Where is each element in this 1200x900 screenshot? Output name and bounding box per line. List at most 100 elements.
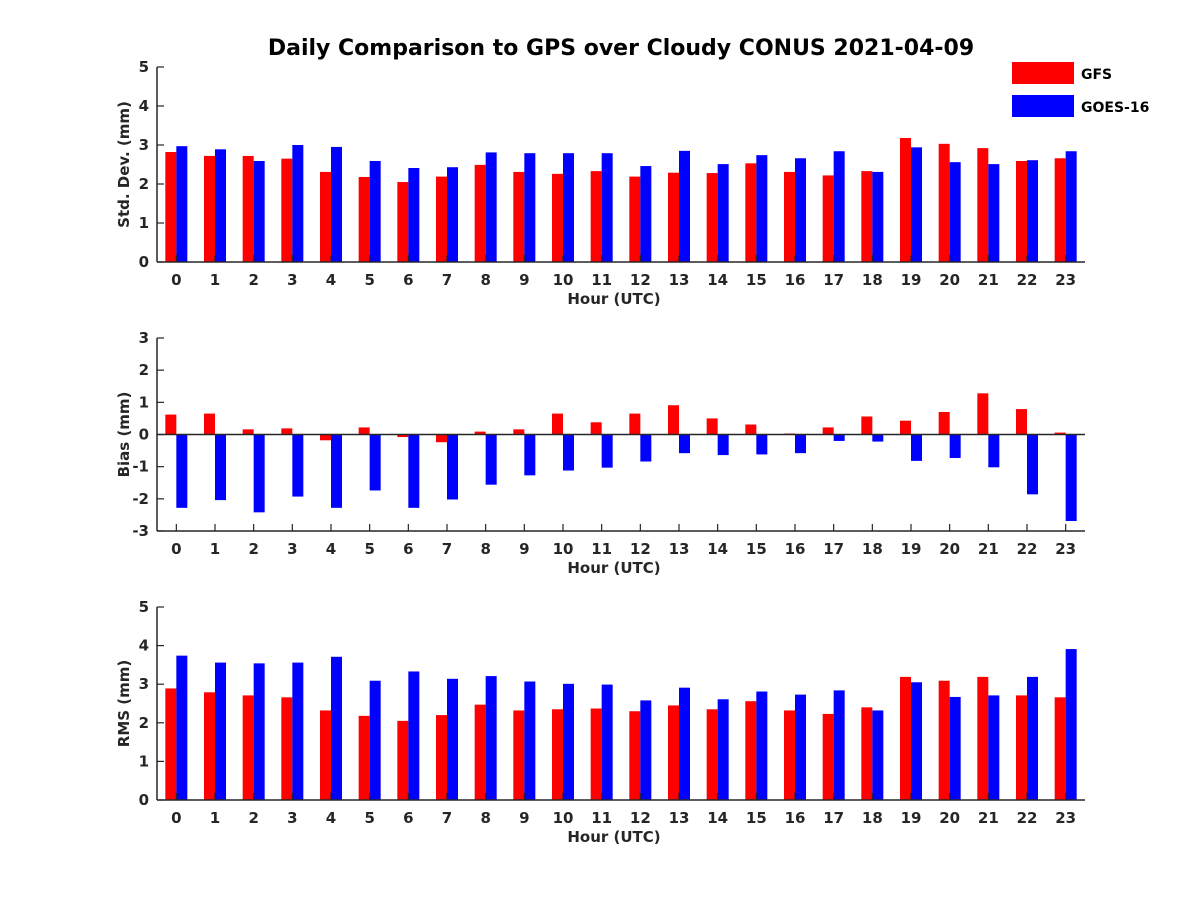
bar-gfs-hour-21 [977,148,989,262]
bar-goes16-hour-8 [485,152,497,262]
bar-goes16-hour-0 [176,655,188,800]
bar-goes16-hour-4 [331,434,342,508]
bar-goes16-hour-19 [911,147,922,262]
bar-gfs-hour-1 [204,413,215,435]
bar-goes16-hour-8 [485,676,497,800]
y-tick-label: 2 [139,714,149,732]
x-tick-label: 20 [939,809,960,827]
bar-goes16-hour-12 [640,166,652,262]
x-tick-label: 20 [939,540,960,558]
bar-goes16-hour-3 [292,434,304,497]
bar-goes16-hour-23 [1065,151,1077,262]
y-tick-label: -2 [132,490,149,508]
x-tick-label: 9 [519,271,529,289]
bar-gfs-hour-2 [242,429,254,435]
x-axis-label: Hour (UTC) [567,828,660,846]
y-tick-label: 2 [139,175,149,193]
bar-gfs-hour-15 [745,701,757,800]
y-tick-label: 0 [139,253,149,271]
bar-gfs-hour-11 [590,708,602,800]
x-tick-label: 4 [326,809,336,827]
x-axis-label: Hour (UTC) [567,559,660,577]
x-tick-label: 3 [287,271,297,289]
x-tick-label: 17 [823,540,844,558]
bar-goes16-hour-7 [447,167,458,262]
bar-goes16-hour-21 [988,164,1000,262]
x-tick-label: 17 [823,809,844,827]
bar-gfs-hour-23 [1054,158,1066,262]
x-tick-label: 16 [785,271,806,289]
y-tick-label: 0 [139,791,149,809]
bar-gfs-hour-14 [706,418,718,435]
bar-gfs-hour-17 [822,427,834,435]
bar-goes16-hour-22 [1027,434,1038,495]
bar-gfs-hour-13 [668,172,679,262]
x-tick-label: 15 [746,809,767,827]
x-tick-label: 12 [630,271,651,289]
bar-gfs-hour-5 [358,176,370,262]
x-tick-label: 11 [591,540,612,558]
x-tick-label: 12 [630,809,651,827]
x-tick-label: 4 [326,540,336,558]
y-tick-label: 1 [139,214,149,232]
x-tick-label: 22 [1017,809,1038,827]
x-tick-label: 0 [171,540,181,558]
bar-gfs-hour-18 [861,171,873,262]
x-tick-label: 6 [403,809,413,827]
bar-gfs-hour-16 [784,171,795,262]
bar-goes16-hour-18 [872,710,884,800]
bar-gfs-hour-9 [513,429,525,435]
bar-goes16-hour-10 [563,434,574,471]
x-tick-label: 17 [823,271,844,289]
bar-gfs-hour-9 [513,171,525,262]
bar-goes16-hour-20 [949,434,961,458]
bar-goes16-hour-17 [833,151,845,262]
x-axis-label: Hour (UTC) [567,290,660,308]
bar-goes16-hour-23 [1065,649,1077,800]
x-tick-label: 4 [326,271,336,289]
bar-gfs-hour-13 [668,405,679,435]
bar-goes16-hour-17 [833,434,845,441]
bar-gfs-hour-21 [977,393,989,435]
bar-goes16-hour-1 [215,434,226,501]
x-tick-label: 7 [442,809,452,827]
x-tick-label: 11 [591,271,612,289]
bar-goes16-hour-3 [292,662,304,800]
x-tick-label: 19 [901,271,922,289]
bar-goes16-hour-16 [795,158,806,262]
bar-goes16-hour-12 [640,434,652,462]
bar-gfs-hour-8 [474,431,486,435]
bar-gfs-hour-5 [358,427,370,435]
bar-gfs-hour-6 [397,434,409,438]
bar-goes16-hour-10 [563,153,574,262]
x-tick-label: 8 [480,809,490,827]
bar-goes16-hour-16 [795,694,806,800]
bar-goes16-hour-7 [447,434,458,500]
bar-gfs-hour-9 [513,710,525,800]
x-tick-label: 5 [364,271,374,289]
bar-goes16-hour-17 [833,690,845,800]
bar-goes16-hour-18 [872,434,884,442]
bar-gfs-hour-16 [784,710,795,800]
bar-goes16-hour-0 [176,146,188,262]
x-tick-label: 9 [519,540,529,558]
bar-gfs-hour-22 [1016,695,1027,800]
bar-goes16-hour-9 [524,681,536,800]
bar-goes16-hour-14 [717,434,729,456]
bar-goes16-hour-12 [640,700,652,800]
bar-goes16-hour-3 [292,145,304,262]
bar-goes16-hour-5 [369,680,381,800]
bar-goes16-hour-11 [601,434,613,468]
y-axis-label: Bias (mm) [115,392,133,478]
bar-goes16-hour-2 [253,434,265,513]
bar-goes16-hour-5 [369,434,381,491]
x-tick-label: 20 [939,271,960,289]
bar-gfs-hour-2 [242,695,254,800]
y-tick-label: 4 [139,637,149,655]
y-tick-label: 3 [139,136,149,154]
bar-gfs-hour-14 [706,709,718,800]
bar-goes16-hour-11 [601,153,613,262]
bar-gfs-hour-2 [242,155,254,262]
